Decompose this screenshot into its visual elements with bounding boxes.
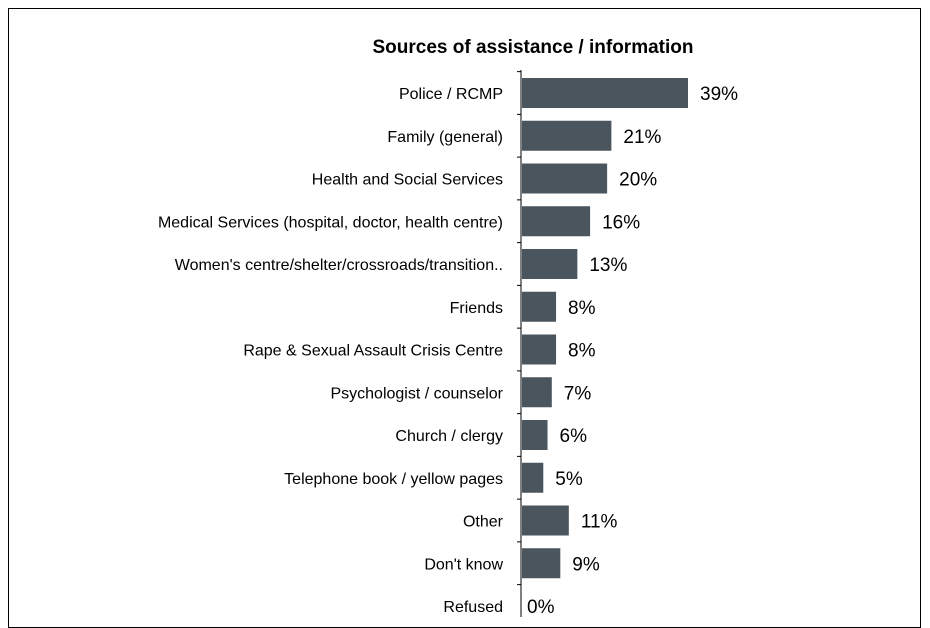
category-label: Telephone book / yellow pages: [284, 471, 503, 488]
bar: [522, 249, 578, 279]
category-label: Friends: [450, 300, 503, 317]
data-label: 8%: [568, 298, 596, 319]
value-labels: 39% 21% 20% 16% 13% 8% 8% 7% 6% 5% 11% 9% 0%: [527, 84, 738, 617]
category-label: Medical Services (hospital, doctor, heal…: [158, 214, 503, 231]
data-label: 5%: [555, 469, 583, 490]
bar: [522, 505, 569, 536]
category-label: Women's centre/shelter/crossroads/transi…: [175, 257, 503, 274]
category-label: Psychologist / counselor: [330, 385, 503, 402]
data-label: 8%: [568, 341, 596, 362]
data-label: 21%: [623, 127, 661, 148]
category-label: Don't know: [424, 556, 503, 573]
category-label: Health and Social Services: [312, 172, 503, 189]
category-label: Rape & Sexual Assault Crisis Centre: [243, 343, 503, 360]
bar: [522, 334, 557, 365]
data-label: 20%: [619, 170, 657, 191]
bar: [522, 377, 552, 408]
bar: [522, 206, 591, 237]
chart-frame: [8, 8, 921, 628]
data-label: 9%: [572, 554, 600, 575]
category-label: Church / clergy: [395, 428, 503, 445]
category-labels: Police / RCMP Family (general) Health and …: [158, 86, 504, 616]
category-label: Refused: [443, 599, 503, 616]
data-label: 11%: [581, 512, 618, 533]
bar: [522, 462, 544, 493]
data-label: 13%: [589, 255, 627, 276]
data-label: 6%: [560, 426, 588, 447]
data-label: 7%: [564, 383, 592, 404]
category-label: Family (general): [387, 129, 503, 146]
data-label: 0%: [527, 597, 555, 617]
bar: [522, 78, 688, 108]
bar: [522, 420, 548, 450]
chart-title: Sources of assistance / information: [373, 37, 694, 58]
data-label: 16%: [602, 212, 640, 233]
data-label: 39%: [700, 84, 738, 105]
category-label: Police / RCMP: [399, 86, 503, 103]
bar: [522, 120, 612, 151]
bars-layer: [517, 71, 688, 586]
bar: [522, 548, 561, 579]
bar: [522, 291, 557, 322]
category-label: Other: [463, 514, 504, 531]
bar: [522, 163, 608, 194]
